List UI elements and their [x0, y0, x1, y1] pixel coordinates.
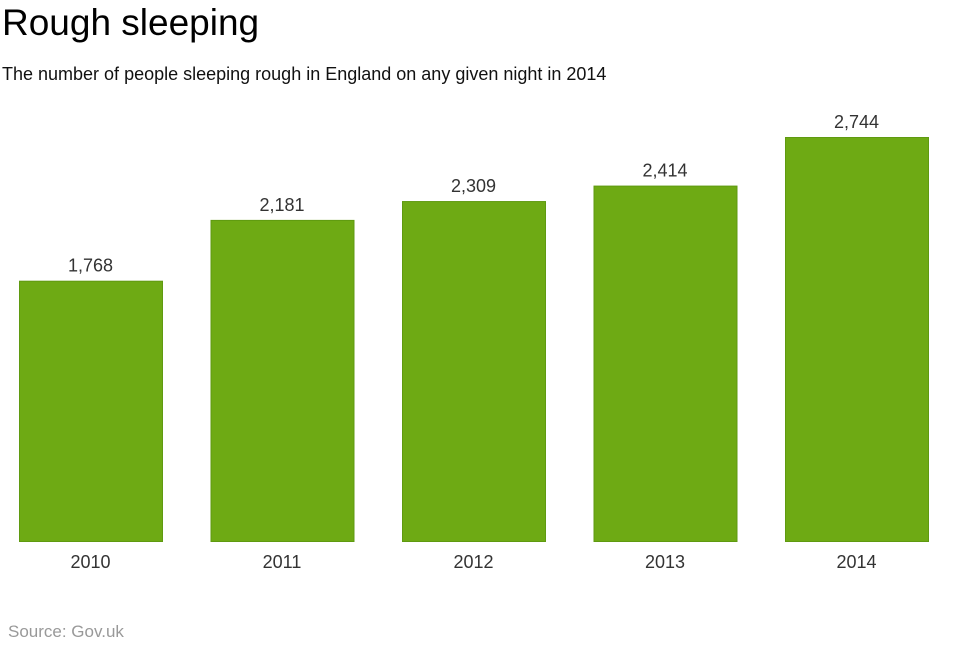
x-tick-label: 2014 — [836, 552, 876, 572]
bar-2011 — [210, 219, 355, 543]
bar-2014 — [785, 137, 929, 542]
data-label: 2,309 — [451, 176, 496, 196]
x-tick-label: 2013 — [645, 552, 685, 572]
data-label: 2,414 — [642, 161, 687, 181]
x-tick-label: 2012 — [453, 552, 493, 572]
data-label: 2,744 — [834, 112, 879, 132]
chart-title: Rough sleeping — [2, 2, 260, 43]
x-tick-label: 2011 — [263, 552, 302, 572]
data-label: 2,181 — [259, 195, 304, 215]
bar-2013 — [593, 185, 738, 542]
source-note: Source: Gov.uk — [8, 622, 124, 641]
bar-2010 — [19, 280, 163, 542]
data-label: 1,768 — [68, 256, 113, 276]
x-tick-label: 2010 — [70, 552, 110, 572]
chart-subtitle: The number of people sleeping rough in E… — [2, 64, 607, 84]
bar-2012 — [402, 201, 546, 542]
